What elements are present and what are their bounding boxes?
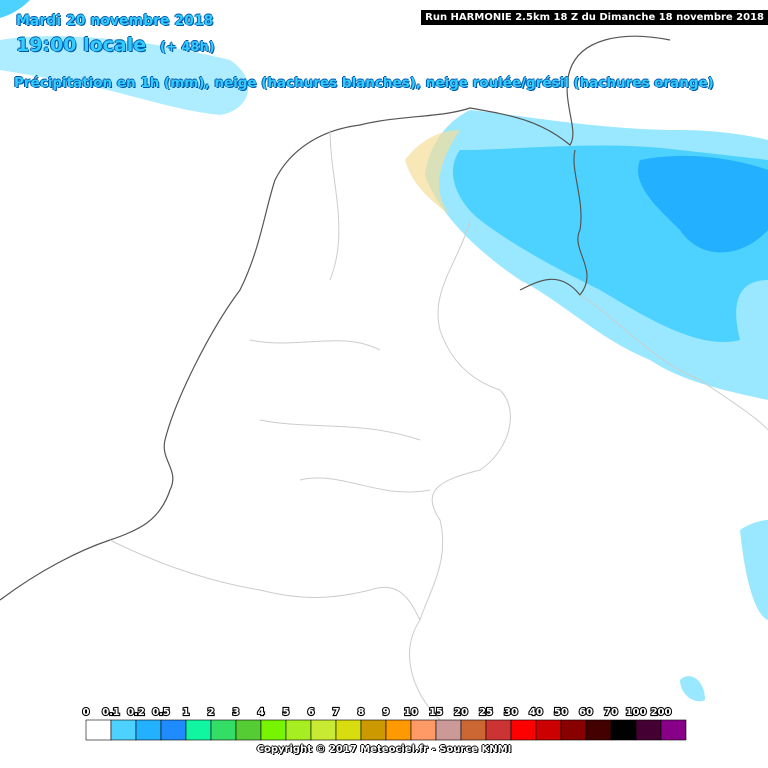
legend-label: 100 [626,707,647,718]
legend-label: 70 [604,707,618,718]
legend-label: 30 [504,707,518,718]
run-info: Run HARMONIE 2.5km 18 Z du Dimanche 18 n… [421,10,768,25]
legend-swatch [660,719,687,741]
coastline [0,35,671,601]
date: Mardi 20 novembre 2018 [16,13,214,29]
legend-swatch [310,719,337,741]
legend-label: 3 [233,707,240,718]
precipitation [0,0,768,702]
legend-label: 0.1 [102,707,120,718]
legend-label: 40 [529,707,543,718]
legend-swatch [635,719,662,741]
legend-label: 200 [651,707,672,718]
legend-swatch [210,719,237,741]
legend-swatch [435,719,462,741]
legend-swatch [235,719,262,741]
legend-swatch [110,719,137,741]
legend-label: 2 [208,707,215,718]
legend-label: 6 [308,707,315,718]
legend-label: 7 [333,707,340,718]
legend-label: 50 [554,707,568,718]
legend: 0 0.1 0.2 0.5 1 2 3 4 5 6 7 8 9 10 15 20 25 30 40 50 60 70 100… [81,706,687,741]
legend-label: 0.2 [127,707,145,718]
legend-label: 15 [429,707,443,718]
legend-label: 9 [383,707,390,718]
legend-swatch [285,719,312,741]
legend-swatch [485,719,512,741]
legend-swatch [335,719,362,741]
legend-label: 0.5 [152,707,170,718]
copyright: Copyright © 2017 Meteociel.fr - Source K… [256,744,512,755]
legend-label: 4 [258,707,265,718]
legend-label: 0 [83,707,90,718]
legend-label: 8 [358,707,365,718]
legend-label: 1 [183,707,190,718]
legend-swatch [160,719,187,741]
legend-swatch [585,719,612,741]
legend-swatch [460,719,487,741]
legend-swatch [610,719,637,741]
legend-swatch [85,719,112,741]
offset: (+ 48h) [160,40,215,55]
time: 19:00 locale [16,34,147,56]
legend-swatch [135,719,162,741]
legend-swatch [535,719,562,741]
legend-swatch [185,719,212,741]
legend-label: 10 [404,707,418,718]
legend-swatch [385,719,412,741]
legend-swatch [260,719,287,741]
legend-swatch [410,719,437,741]
legend-label: 25 [479,707,493,718]
borders [109,129,768,721]
subtitle: Précipitation en 1h (mm), neige (hachure… [14,75,714,91]
legend-label: 5 [283,707,290,718]
legend-swatch [560,719,587,741]
legend-swatch [510,719,537,741]
legend-label: 20 [454,707,468,718]
legend-label: 60 [579,707,593,718]
legend-swatch [360,719,387,741]
